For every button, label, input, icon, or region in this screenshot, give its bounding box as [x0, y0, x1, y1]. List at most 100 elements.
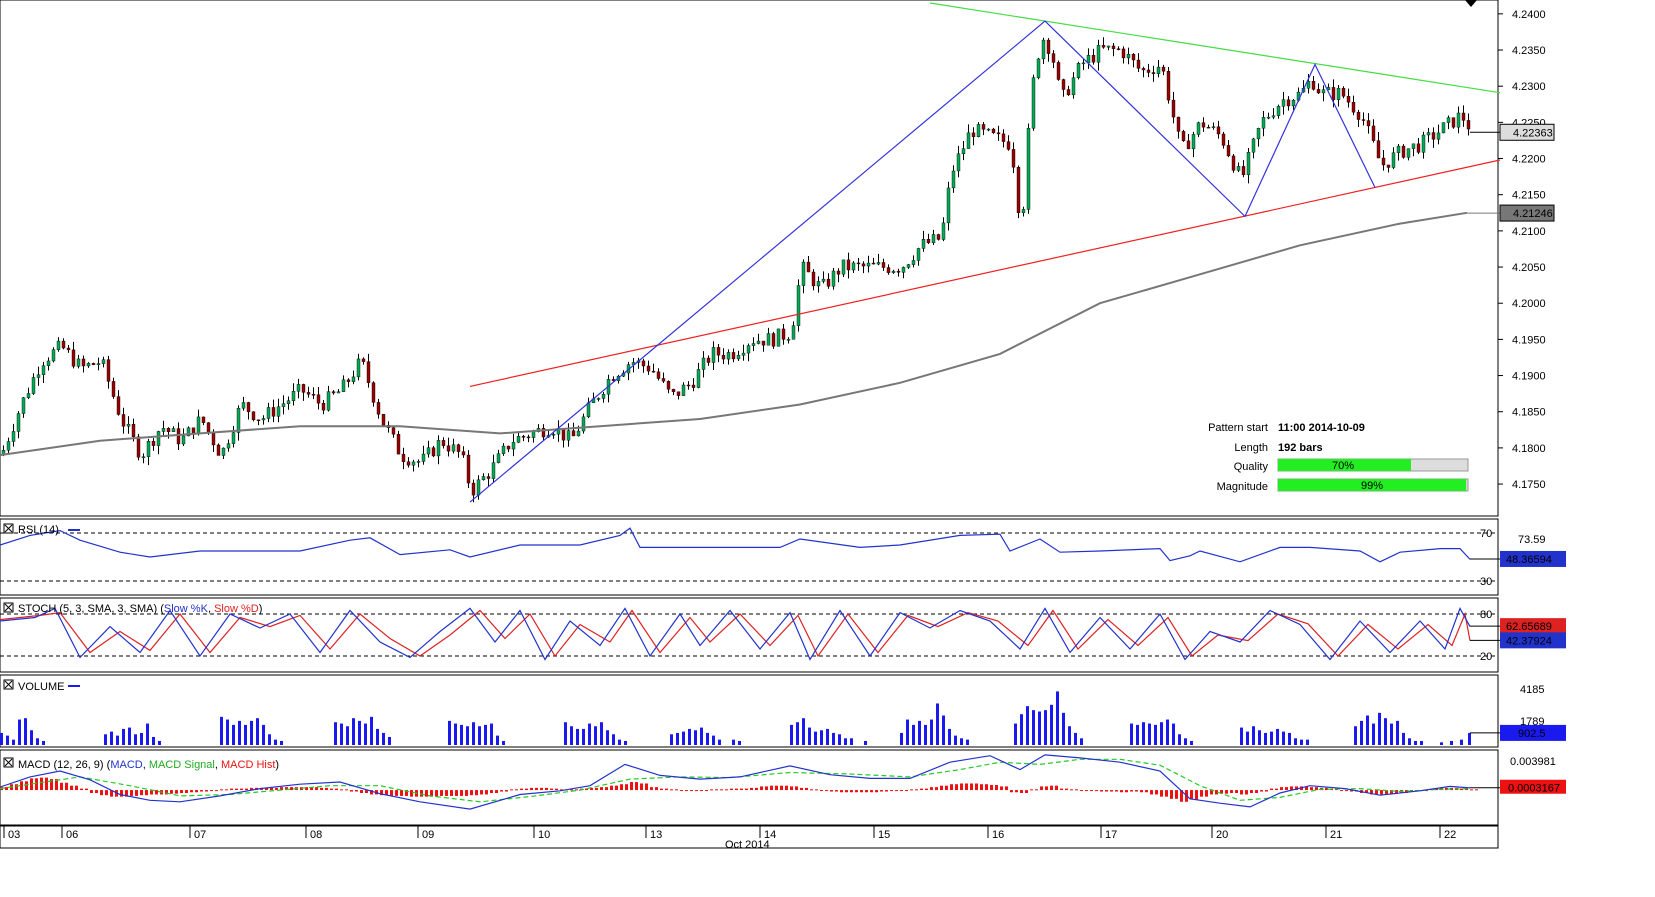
candle-body: [1106, 45, 1111, 48]
macd-hist-bar: [575, 789, 578, 791]
macd-hist-bar: [385, 790, 388, 796]
day-label: 17: [1105, 829, 1117, 841]
candle-body: [341, 379, 346, 392]
candle-body: [1456, 112, 1461, 128]
price-axis: 4.2400 4.2350 4.2300 4.2250 4.2200 4.2150 4.21…: [1467, 9, 1555, 491]
volume-bar: [900, 732, 903, 745]
volume-bar: [966, 739, 969, 745]
candle-body: [1286, 99, 1291, 107]
volume-bar: [832, 732, 835, 745]
scroll-marker-icon[interactable]: [1465, 0, 1477, 7]
candle-body: [1331, 87, 1336, 100]
candle-body: [781, 328, 786, 340]
volume-bar: [1154, 724, 1157, 745]
candle-body: [881, 262, 886, 268]
macd-hist-bar: [60, 782, 63, 791]
macd-hist-bar: [50, 779, 53, 791]
volume-bar: [918, 720, 921, 745]
candle-body: [861, 263, 866, 267]
volume-bar: [1460, 739, 1463, 745]
day-label: 06: [66, 829, 78, 841]
candle-body: [1231, 155, 1236, 171]
candle-body: [1411, 143, 1416, 149]
macd-hist-bar: [290, 787, 293, 791]
rsi-value-label: 48.36594: [1506, 554, 1552, 566]
volume-bar: [1062, 712, 1065, 745]
macd-hist-bar: [265, 787, 268, 791]
volume-bar: [1294, 738, 1297, 745]
candle-body: [481, 476, 486, 481]
candle-body: [966, 132, 971, 149]
stoch-k-value-tag: [1500, 618, 1566, 635]
candle-body: [461, 451, 466, 456]
volume-bar: [1184, 738, 1187, 745]
macd-hist-bar: [875, 790, 878, 793]
macd-hist-bar: [1110, 790, 1113, 792]
macd-hist-bar: [1090, 790, 1093, 792]
candle-body: [1346, 96, 1351, 103]
candle-body: [1271, 115, 1276, 118]
macd-hist-bar: [1215, 790, 1218, 795]
macd-hist-bar: [1345, 790, 1348, 792]
day-label: 09: [422, 829, 434, 841]
macd-hist-bar: [720, 789, 723, 791]
volume-bar: [36, 738, 39, 745]
macd-hist-bar: [435, 790, 438, 797]
pattern-start-label: Pattern start: [1208, 422, 1268, 434]
macd-hist-bar: [425, 790, 428, 797]
day-label: 13: [650, 829, 662, 841]
candle-body: [706, 357, 711, 363]
macd-hist-bar: [200, 790, 203, 792]
volume-bar: [718, 739, 721, 745]
macd-hist-bar: [870, 790, 873, 793]
quality-percent: 70%: [1332, 460, 1354, 472]
candle-body: [276, 406, 281, 417]
macd-hist-bar: [215, 790, 218, 792]
macd-hist-bar: [15, 784, 18, 791]
macd-hist-bar: [510, 789, 513, 791]
volume-bar: [274, 739, 277, 745]
volume-bar: [1240, 727, 1243, 745]
month-label: Oct 2014: [725, 839, 770, 851]
volume-bar: [30, 730, 33, 745]
candle-body: [976, 124, 981, 137]
candle-body: [1006, 141, 1011, 150]
candle-body: [226, 443, 231, 449]
macd-hist-bar: [1445, 787, 1448, 791]
candle-body: [1021, 209, 1026, 213]
candle-body: [521, 436, 526, 438]
macd-hist-bar: [330, 788, 333, 791]
macd-hist-bar: [1095, 790, 1098, 792]
candle-body: [926, 239, 931, 243]
macd-hist-bar: [1435, 788, 1438, 791]
volume-bar: [576, 728, 579, 745]
candle-body: [1126, 54, 1131, 59]
volume-bar: [1252, 726, 1255, 745]
price-tick-label: 4.2400: [1512, 9, 1546, 21]
volume-bar: [1178, 734, 1181, 745]
rsi-layer: 70 30 73.59 48.36594: [0, 527, 1566, 588]
volume-bar: [1020, 714, 1023, 745]
candle-body: [1146, 69, 1151, 73]
candle-body: [1156, 66, 1161, 74]
volume-bar: [478, 726, 481, 745]
macd-hist-bar: [410, 790, 413, 797]
macd-hist-bar: [850, 790, 853, 793]
volume-bar: [454, 723, 457, 745]
macd-hist-bar: [895, 790, 898, 792]
candle-body: [561, 428, 566, 441]
macd-hist-bar: [270, 787, 273, 791]
day-label: 08: [310, 829, 322, 841]
candle-body: [516, 436, 521, 443]
macd-hist-bar: [545, 787, 548, 791]
volume-bar: [954, 735, 957, 745]
macd-hist-bar: [355, 790, 358, 792]
candle-body: [826, 278, 831, 287]
volume-bar: [612, 734, 615, 745]
macd-hist-bar: [1210, 790, 1213, 795]
volume-bar: [814, 731, 817, 745]
volume-bar: [1276, 728, 1279, 745]
macd-hist-bar: [500, 790, 503, 792]
